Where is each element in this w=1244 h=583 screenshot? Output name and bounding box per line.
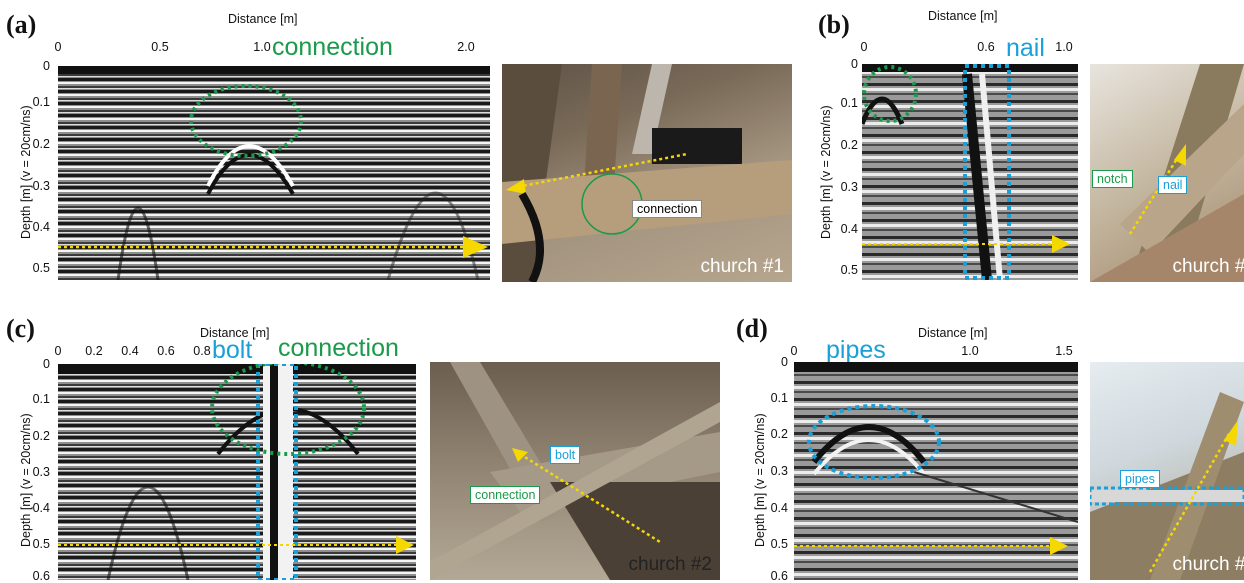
photo-label-nail: nail xyxy=(1158,176,1188,194)
xtick-a-1: 0.5 xyxy=(151,40,169,54)
photo-caption-a: church #1 xyxy=(700,256,784,277)
ytick-b-4: 0.4 xyxy=(840,222,858,236)
xtick-d-0: 0 xyxy=(790,344,798,358)
ytick-c-4: 0.4 xyxy=(32,501,50,515)
panel-letter-d: (d) xyxy=(736,314,768,343)
ytick-c-3: 0.3 xyxy=(32,465,50,479)
xtick-b-2: 1.0 xyxy=(1055,40,1073,54)
ytick-a-3: 0.3 xyxy=(32,179,50,193)
photo-church-5-d: pipes church #5 xyxy=(1090,362,1244,580)
xlabel-a: Distance [m] xyxy=(228,12,298,26)
ytick-d-0: 0 xyxy=(781,355,788,369)
ytick-a-0: 0 xyxy=(43,59,50,73)
photo-label-notch: notch xyxy=(1092,170,1133,188)
ytick-d-5: 0.5 xyxy=(770,537,788,551)
radargram-c xyxy=(58,364,416,580)
xlabel-c: Distance [m] xyxy=(200,326,270,340)
ytick-c-1: 0.1 xyxy=(32,392,50,406)
ytick-d-3: 0.3 xyxy=(770,464,788,478)
xlabel-b: Distance [m] xyxy=(928,9,998,23)
ytick-a-4: 0.4 xyxy=(32,220,50,234)
ytick-a-2: 0.2 xyxy=(32,137,50,151)
radargram-b xyxy=(862,64,1078,280)
xtick-c-3: 0.6 xyxy=(157,344,175,358)
bolt-highlight-c xyxy=(256,364,298,580)
radargram-d xyxy=(794,362,1078,580)
ytick-c-6: 0.6 xyxy=(32,569,50,583)
xtick-c-4: 0.8 xyxy=(193,344,211,358)
photo-label-bolt: bolt xyxy=(550,446,581,464)
xtick-b-1: 0.6 xyxy=(977,40,995,54)
photo-church-1: connection church #1 xyxy=(502,64,792,282)
panel-letter-b: (b) xyxy=(818,10,850,39)
photo-label-connection: connection xyxy=(632,200,703,218)
xtick-a-0: 0 xyxy=(54,40,62,54)
pipes-highlight-d xyxy=(807,404,941,480)
photo-caption-b: church #5 xyxy=(1172,256,1244,277)
ytick-d-1: 0.1 xyxy=(770,391,788,405)
photo-caption-c: church #2 xyxy=(628,554,712,575)
notch-highlight-b xyxy=(862,65,918,123)
xtick-a-2: 1.0 xyxy=(253,40,271,54)
xtick-d-2: 1.5 xyxy=(1055,344,1073,358)
annotation-pipes-d: pipes xyxy=(826,336,886,364)
ytick-b-0: 0 xyxy=(851,57,858,71)
photo-church-2: bolt connection church #2 xyxy=(430,362,720,580)
radargram-a xyxy=(58,66,490,280)
annotation-nail-b: nail xyxy=(1006,34,1045,62)
ylabel-a: Depth [m] (v = 20cm/ns) xyxy=(19,105,33,239)
ytick-d-6: 0.6 xyxy=(770,569,788,583)
ytick-d-2: 0.2 xyxy=(770,427,788,441)
connection-highlight-a xyxy=(189,84,303,158)
ytick-c-5: 0.5 xyxy=(32,537,50,551)
connection-highlight-c xyxy=(210,364,366,456)
panel-letter-c: (c) xyxy=(6,314,35,343)
annotation-connection-a: connection xyxy=(272,33,393,61)
xtick-c-0: 0 xyxy=(54,344,62,358)
photo-label-connection-c: connection xyxy=(470,486,541,504)
ytick-d-4: 0.4 xyxy=(770,501,788,515)
photo-caption-d: church #5 xyxy=(1172,554,1244,575)
panel-letter-a: (a) xyxy=(6,10,37,39)
xtick-b-0: 0 xyxy=(860,40,868,54)
photo-church-5-b: notch nail church #5 xyxy=(1090,64,1244,282)
ytick-b-3: 0.3 xyxy=(840,180,858,194)
ytick-b-2: 0.2 xyxy=(840,138,858,152)
ytick-b-1: 0.1 xyxy=(840,96,858,110)
xtick-d-1: 1.0 xyxy=(961,344,979,358)
ylabel-b: Depth [m] (v = 20cm/ns) xyxy=(819,105,833,239)
xtick-c-2: 0.4 xyxy=(121,344,139,358)
ytick-b-5: 0.5 xyxy=(840,263,858,277)
ytick-a-5: 0.5 xyxy=(32,261,50,275)
photo-label-pipes: pipes xyxy=(1120,470,1160,488)
ytick-a-1: 0.1 xyxy=(32,95,50,109)
ytick-c-0: 0 xyxy=(43,357,50,371)
annotation-connection-c: connection xyxy=(278,334,399,362)
annotation-bolt-c: bolt xyxy=(212,336,253,364)
pipes-highlight-photo xyxy=(1090,486,1244,506)
ytick-c-2: 0.2 xyxy=(32,429,50,443)
xtick-c-1: 0.2 xyxy=(85,344,103,358)
xlabel-d: Distance [m] xyxy=(918,326,988,340)
xtick-a-3: 2.0 xyxy=(457,40,475,54)
